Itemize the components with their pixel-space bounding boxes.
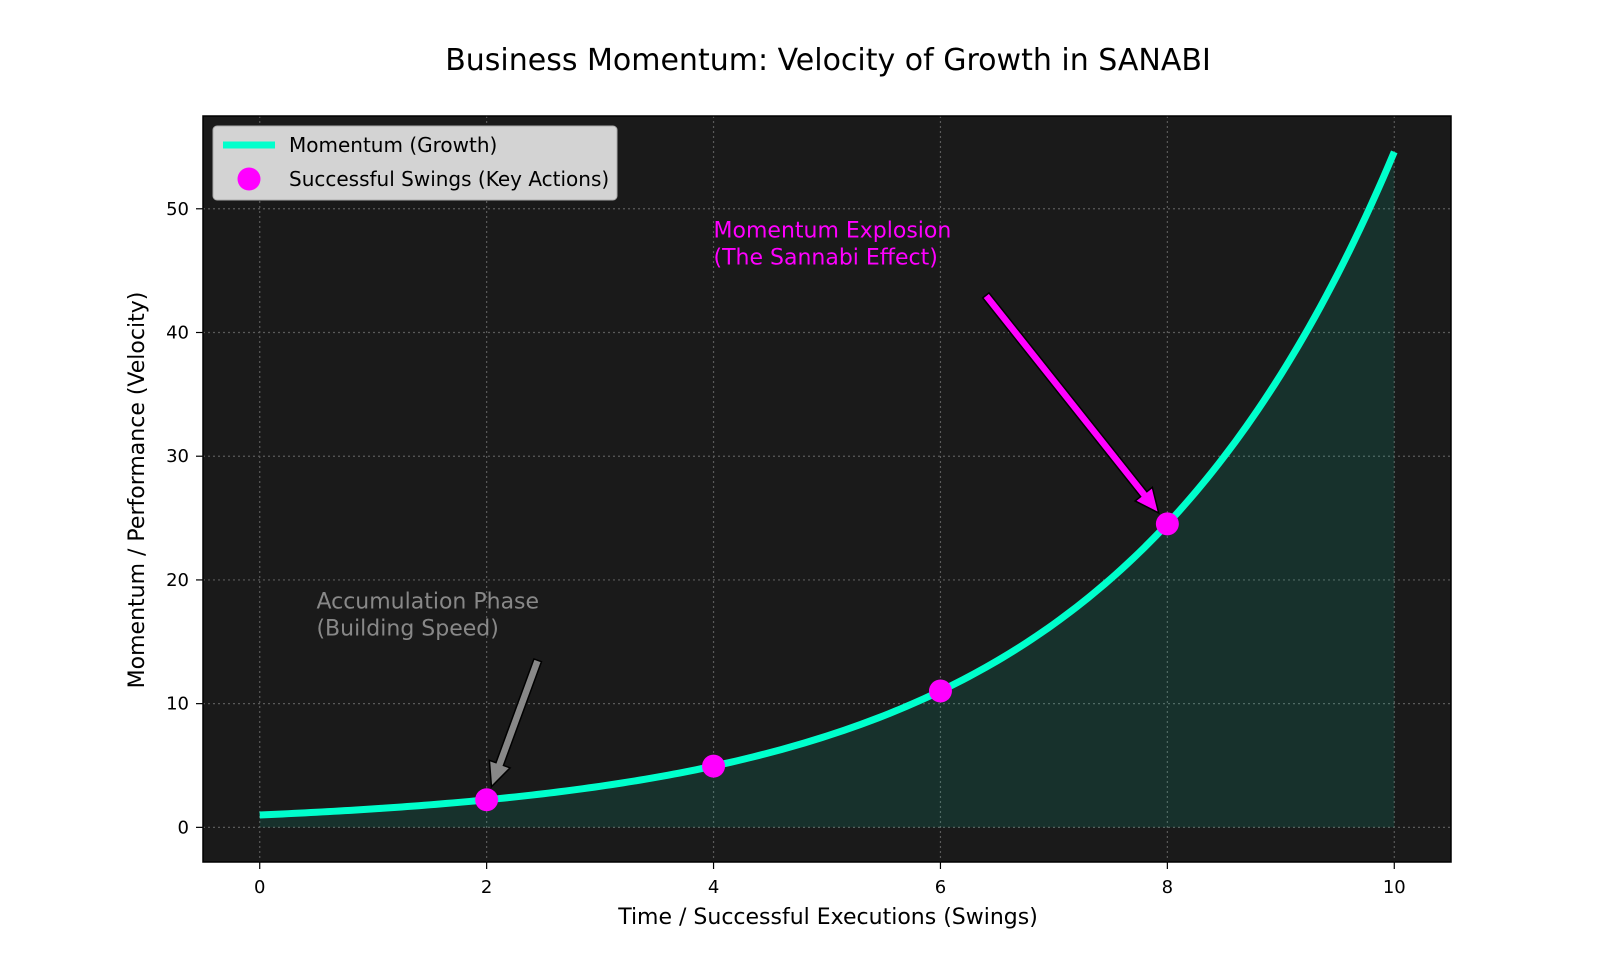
explosion-annotation-line: Momentum Explosion bbox=[714, 218, 952, 243]
y-tick-label: 40 bbox=[166, 323, 189, 344]
legend-label: Momentum (Growth) bbox=[289, 133, 497, 157]
explosion-arrow bbox=[981, 291, 1160, 515]
swing-point bbox=[475, 788, 499, 812]
y-axis-label: Momentum / Performance (Velocity) bbox=[125, 292, 150, 689]
y-tick-label: 50 bbox=[166, 199, 189, 220]
legend-box bbox=[212, 125, 618, 201]
explosion-annotation-line: (The Sannabi Effect) bbox=[714, 245, 938, 270]
y-tick-label: 20 bbox=[166, 570, 189, 591]
x-axis-label: Time / Successful Executions (Swings) bbox=[617, 905, 1038, 930]
plot-area: Accumulation Phase(Building Speed) Moment… bbox=[166, 115, 1452, 898]
x-tick-label: 10 bbox=[1383, 877, 1406, 898]
x-tick-label: 6 bbox=[935, 877, 946, 898]
x-tick-label: 4 bbox=[708, 877, 719, 898]
y-tick-label: 0 bbox=[178, 817, 189, 838]
x-tick-label: 2 bbox=[481, 877, 492, 898]
y-tick-label: 30 bbox=[166, 446, 189, 467]
legend-point-swatch bbox=[237, 167, 261, 191]
swing-point bbox=[1155, 512, 1179, 536]
accumulation-annotation-line: (Building Speed) bbox=[316, 617, 498, 642]
accumulation-arrow bbox=[488, 658, 543, 789]
swing-point bbox=[928, 679, 952, 703]
legend: Momentum (Growth) Successful Swings (Key … bbox=[212, 125, 618, 201]
y-tick-label: 10 bbox=[166, 694, 189, 715]
accumulation-annotation-line: Accumulation Phase bbox=[316, 590, 539, 615]
chart-title: Business Momentum: Velocity of Growth in… bbox=[445, 43, 1211, 78]
plot-frame bbox=[202, 115, 1452, 863]
legend-label: Successful Swings (Key Actions) bbox=[289, 167, 609, 191]
momentum-line bbox=[259, 150, 1398, 819]
x-tick-label: 8 bbox=[1162, 877, 1173, 898]
x-tick-label: 0 bbox=[254, 877, 265, 898]
momentum-area-fill bbox=[259, 151, 1395, 828]
swing-point bbox=[702, 754, 726, 778]
